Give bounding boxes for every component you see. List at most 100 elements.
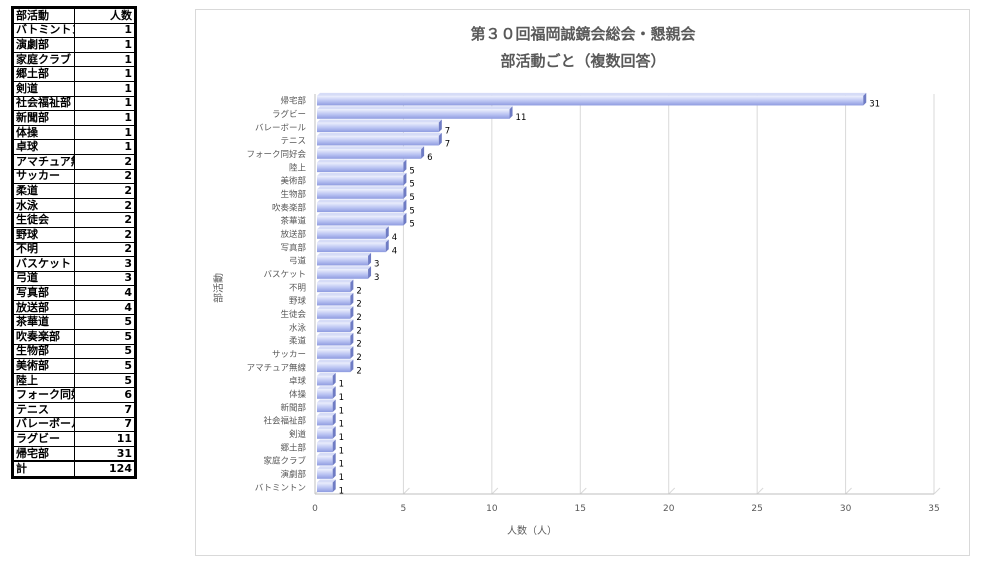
category-label: サッカー: [272, 350, 306, 360]
category-label: アマチュア無線: [247, 362, 307, 373]
x-tick-label: 35: [928, 504, 939, 514]
bar: [317, 452, 336, 466]
row-club-name: 社会福祉部: [13, 95, 75, 112]
bar-top-face: [317, 106, 513, 110]
row-count: 2: [74, 168, 135, 185]
bar-side-face: [509, 106, 513, 119]
bar: [317, 372, 336, 386]
row-club-name: 生徒会: [13, 212, 75, 228]
category-label: 弓道: [289, 256, 307, 267]
row-club-name: 吹奏楽部: [13, 329, 75, 345]
category-label: バトミントン: [255, 483, 306, 493]
x-tick-label: 20: [663, 504, 675, 514]
row-club-name: バトミントン: [13, 22, 75, 39]
data-label: 5: [409, 220, 414, 230]
bar-side-face: [368, 252, 372, 266]
bar-front-face: [317, 255, 369, 266]
table-row: 吹奏楽部 5: [13, 329, 135, 345]
row-count: 11: [74, 431, 135, 447]
bar-top-face: [317, 306, 354, 310]
table-total-row: 計 124: [13, 460, 135, 478]
row-club-name: ラグビー: [13, 431, 75, 447]
row-club-name: 剣道: [13, 80, 75, 97]
bar-side-face: [332, 452, 336, 466]
bar-front-face: [317, 189, 404, 199]
bar-side-face: [350, 346, 354, 359]
row-count: 5: [74, 372, 135, 389]
bar-top-face: [317, 279, 354, 283]
category-label: 陸上: [289, 162, 307, 173]
category-label: 社会福祉部: [263, 416, 306, 427]
row-count: 5: [74, 343, 135, 360]
bar-front-face: [317, 415, 333, 426]
bar-front-face: [317, 95, 864, 106]
row-club-name: 陸上: [13, 372, 75, 389]
row-count: 7: [74, 402, 135, 418]
row-count: 1: [74, 51, 135, 68]
bar-side-face: [332, 426, 336, 439]
bar-front-face: [317, 375, 333, 386]
table-header-row: 部活動 人数: [13, 8, 135, 24]
data-label: 5: [409, 166, 414, 176]
bar-side-face: [332, 412, 336, 426]
data-label: 3: [374, 273, 379, 283]
x-tick-label: 25: [751, 504, 762, 514]
row-club-name: バスケット: [13, 256, 75, 272]
x-tick-labels: 0 5 10 15 20 25 30 35: [312, 504, 940, 514]
bar-top-face: [317, 439, 336, 443]
bar-side-face: [385, 226, 389, 239]
bar: [317, 399, 336, 413]
bar-front-face: [317, 349, 351, 359]
table-row: ラグビー 11: [13, 431, 135, 447]
row-count: 2: [74, 197, 135, 214]
bar-side-face: [863, 92, 867, 106]
bar-top-face: [317, 92, 867, 96]
row-club-name: テニス: [13, 402, 75, 418]
bar: [317, 266, 372, 279]
data-label: 2: [356, 286, 361, 296]
bar-top-face: [317, 466, 336, 470]
data-label: 5: [409, 206, 414, 216]
bar-front-face: [317, 122, 439, 133]
bar-side-face: [403, 212, 407, 226]
bar-front-face: [317, 429, 333, 439]
table-row: 生物部 5: [13, 343, 135, 360]
category-label: 体操: [289, 389, 307, 400]
data-label: 4: [392, 246, 397, 256]
bar: [317, 386, 336, 399]
bar-side-face: [350, 292, 354, 306]
bar-side-face: [421, 146, 425, 159]
data-label: 5: [409, 193, 414, 203]
bar: [317, 439, 336, 453]
data-label: 1: [339, 380, 344, 390]
data-label: 2: [356, 366, 361, 376]
bar-top-face: [317, 119, 442, 123]
bar-side-face: [332, 399, 336, 413]
data-label: 1: [339, 393, 344, 403]
row-count: 2: [74, 153, 135, 170]
row-club-name: 水泳: [13, 197, 75, 214]
bar-front-face: [317, 282, 351, 293]
category-label: 美術部: [280, 176, 306, 187]
bar-front-face: [317, 322, 351, 333]
bar-front-face: [317, 402, 333, 413]
bar-front-face: [317, 335, 351, 346]
data-label: 5: [409, 180, 414, 190]
table-row: バレーボール7: [13, 416, 135, 433]
chart-title: 第３０回福岡誠鏡会総会・懇親会: [470, 25, 695, 43]
row-club-name: 美術部: [13, 358, 75, 374]
category-label: 郷土部: [280, 442, 306, 453]
category-label: 放送部: [280, 229, 306, 240]
category-label: ラグビー: [272, 109, 306, 120]
bar-side-face: [385, 239, 389, 253]
row-count: 1: [74, 95, 135, 112]
category-label: 卓球: [289, 376, 307, 387]
bar: [317, 306, 354, 319]
category-label: 野球: [289, 296, 307, 307]
x-tick-label: 30: [840, 504, 852, 514]
bar-top-face: [317, 199, 407, 203]
bar: [317, 212, 407, 226]
bar-top-face: [317, 346, 354, 350]
bar: [317, 412, 336, 426]
